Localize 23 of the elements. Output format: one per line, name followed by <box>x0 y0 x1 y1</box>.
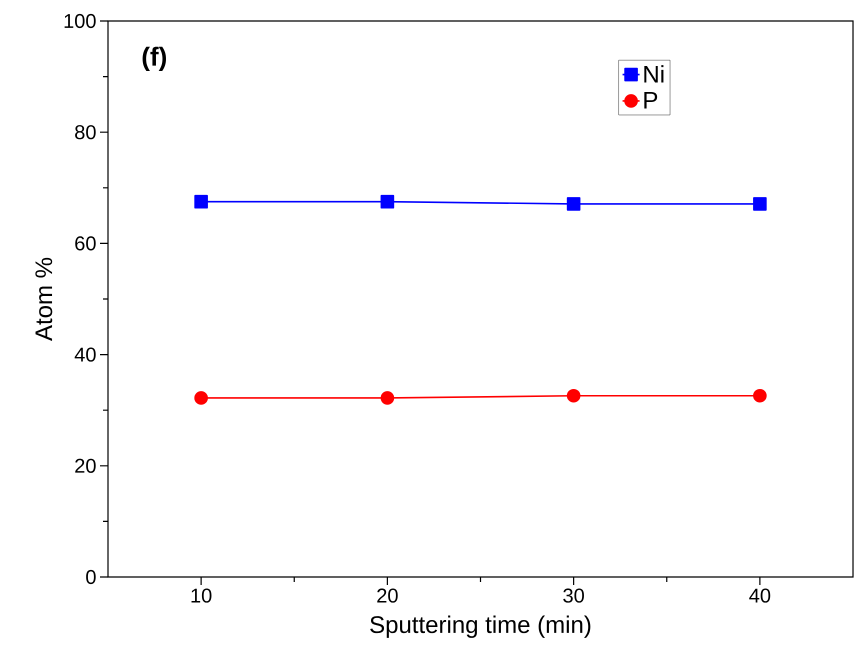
x-axis-title: Sputtering time (min) <box>370 616 590 638</box>
annotation: (f) <box>142 46 166 71</box>
y-tick-label: 0 <box>86 570 96 584</box>
y-tick-label: 20 <box>75 458 96 473</box>
point <box>194 194 208 208</box>
legend-label: P <box>644 92 658 108</box>
point <box>566 388 580 403</box>
x-tick-label: 30 <box>563 588 584 603</box>
point <box>194 391 208 405</box>
x-tick-label: 20 <box>377 588 398 603</box>
x-tick-label: 40 <box>749 588 770 603</box>
y-axis-title: Atom % <box>35 258 52 341</box>
y-tick-label: 40 <box>74 348 96 362</box>
point <box>566 197 580 211</box>
y-tick-label: 100 <box>64 14 96 28</box>
y-tick-label: 60 <box>75 236 96 250</box>
point <box>753 197 767 211</box>
point <box>380 391 394 405</box>
x-tick-label: 10 <box>192 588 212 603</box>
y-tick-label: 80 <box>75 125 96 140</box>
point <box>380 194 394 208</box>
point <box>753 388 767 403</box>
legend-label: Ni <box>644 65 664 82</box>
